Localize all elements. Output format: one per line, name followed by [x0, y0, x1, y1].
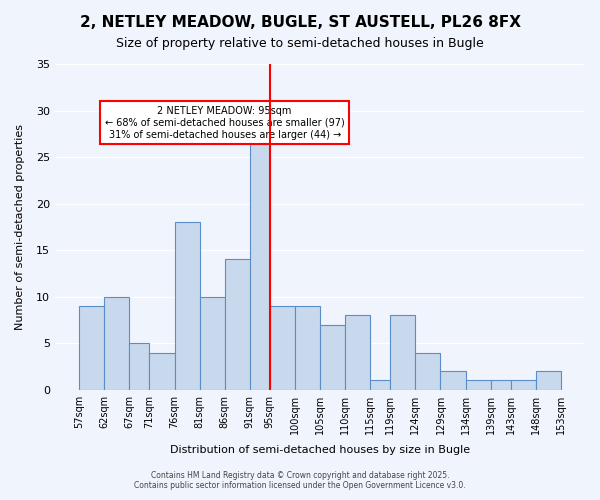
Bar [466, 380, 491, 390]
Y-axis label: Number of semi-detached properties: Number of semi-detached properties [15, 124, 25, 330]
Text: 2 NETLEY MEADOW: 95sqm
← 68% of semi-detached houses are smaller (97)
31% of sem: 2 NETLEY MEADOW: 95sqm ← 68% of semi-det… [105, 106, 344, 140]
Bar [415, 352, 440, 390]
Bar [270, 306, 295, 390]
Bar [391, 316, 415, 390]
Text: Contains HM Land Registry data © Crown copyright and database right 2025.
Contai: Contains HM Land Registry data © Crown c… [134, 470, 466, 490]
Bar [225, 260, 250, 390]
Bar [200, 296, 225, 390]
Text: Size of property relative to semi-detached houses in Bugle: Size of property relative to semi-detach… [116, 38, 484, 51]
Bar [104, 296, 130, 390]
Text: 2, NETLEY MEADOW, BUGLE, ST AUSTELL, PL26 8FX: 2, NETLEY MEADOW, BUGLE, ST AUSTELL, PL2… [79, 15, 521, 30]
Bar [511, 380, 536, 390]
Bar [536, 371, 561, 390]
Bar [370, 380, 391, 390]
Bar [345, 316, 370, 390]
Bar [320, 324, 345, 390]
Bar [295, 306, 320, 390]
X-axis label: Distribution of semi-detached houses by size in Bugle: Distribution of semi-detached houses by … [170, 445, 470, 455]
Bar [130, 343, 149, 390]
Bar [149, 352, 175, 390]
Bar [79, 306, 104, 390]
Bar [491, 380, 511, 390]
Bar [440, 371, 466, 390]
Bar [250, 120, 270, 390]
Bar [175, 222, 200, 390]
